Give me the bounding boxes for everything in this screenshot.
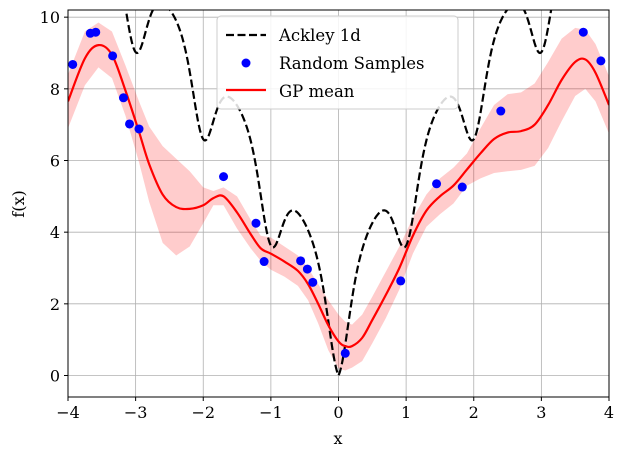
gp-confidence-band bbox=[68, 22, 609, 371]
sample-point bbox=[396, 276, 406, 286]
x-tick-label: −4 bbox=[56, 403, 80, 422]
sample-point bbox=[134, 124, 144, 134]
legend: Ackley 1d Random Samples GP mean bbox=[216, 15, 459, 110]
sample-point bbox=[596, 56, 606, 66]
x-tick-label: 1 bbox=[401, 403, 411, 422]
y-tick-label: 4 bbox=[50, 223, 60, 242]
legend-samples-label: Random Samples bbox=[279, 54, 425, 73]
x-tick-label: −3 bbox=[124, 403, 148, 422]
sample-point bbox=[91, 27, 101, 37]
y-tick-label: 8 bbox=[50, 80, 60, 99]
y-tick-label: 0 bbox=[50, 367, 60, 386]
sample-point bbox=[308, 277, 318, 287]
ticks: −4 −3 −2 −1 0 1 2 3 4 0 2 4 6 8 10 bbox=[40, 8, 614, 422]
x-tick-label: 4 bbox=[604, 403, 614, 422]
y-axis-label: f(x) bbox=[9, 190, 28, 217]
legend-gp-label: GP mean bbox=[279, 82, 355, 101]
sample-point bbox=[578, 27, 588, 37]
legend-ackley-label: Ackley 1d bbox=[278, 26, 361, 45]
sample-point bbox=[259, 257, 269, 267]
sample-point bbox=[340, 348, 350, 358]
sample-point bbox=[125, 119, 135, 129]
sample-point bbox=[496, 106, 506, 116]
x-tick-label: 0 bbox=[333, 403, 343, 422]
y-tick-label: 6 bbox=[50, 152, 60, 171]
y-tick-label: 2 bbox=[50, 295, 60, 314]
x-tick-label: 3 bbox=[536, 403, 546, 422]
x-tick-label: 2 bbox=[469, 403, 479, 422]
sample-point bbox=[302, 264, 312, 274]
plot-area bbox=[68, 10, 609, 379]
x-tick-label: −2 bbox=[191, 403, 215, 422]
gp-mean-curve bbox=[68, 43, 609, 349]
x-tick-label: −1 bbox=[259, 403, 283, 422]
sample-point bbox=[432, 179, 442, 189]
sample-point bbox=[457, 182, 467, 192]
y-tick-label: 10 bbox=[40, 8, 60, 27]
sample-point bbox=[219, 172, 229, 182]
sample-point bbox=[108, 51, 118, 61]
sample-point bbox=[68, 59, 78, 69]
sample-point bbox=[296, 256, 306, 266]
legend-samples-swatch bbox=[241, 58, 251, 68]
sample-point bbox=[118, 93, 128, 103]
sample-point bbox=[251, 218, 261, 228]
legend-box bbox=[216, 15, 459, 110]
x-axis-label: x bbox=[333, 429, 342, 448]
